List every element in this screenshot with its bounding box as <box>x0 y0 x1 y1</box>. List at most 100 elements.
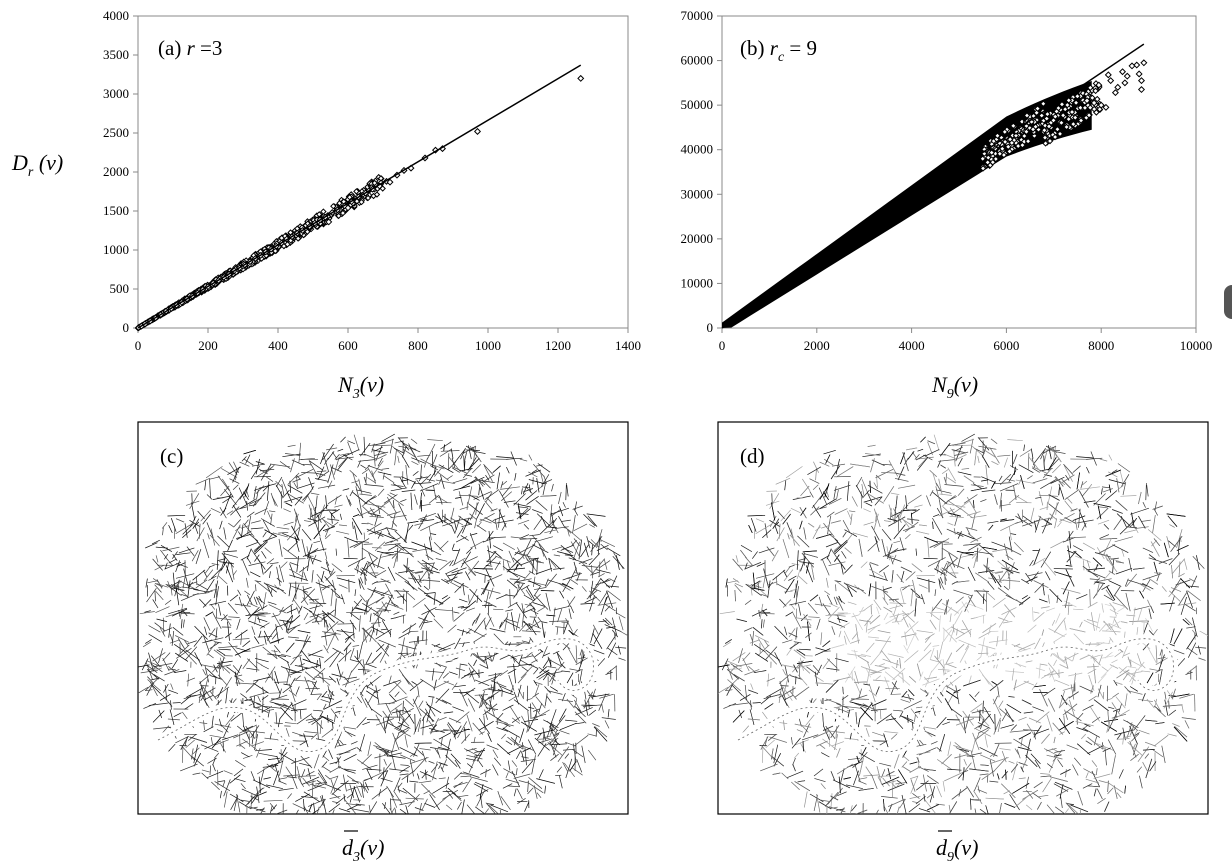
x-tick-label: 4000 <box>899 338 925 353</box>
data-point <box>316 211 323 218</box>
data-point <box>344 204 352 212</box>
panel-label-d: (d) <box>740 444 765 468</box>
y-tick-label: 10000 <box>681 275 714 290</box>
y-tick-label: 2500 <box>103 125 129 140</box>
data-point <box>1040 100 1047 108</box>
x-tick-label: 0 <box>719 338 726 353</box>
data-point <box>1093 95 1101 103</box>
data-point <box>1010 122 1017 130</box>
data-point <box>330 202 337 210</box>
map-panel-d: (d) d9(v) <box>717 421 1209 863</box>
data-point <box>1102 103 1110 111</box>
cropped-edge-mark <box>1224 285 1232 319</box>
street-network-c <box>138 433 628 814</box>
x-tick-label: 2000 <box>804 338 830 353</box>
data-point <box>1111 89 1119 97</box>
data-point <box>1051 113 1059 120</box>
data-point <box>304 228 311 235</box>
data-point <box>364 194 372 202</box>
data-point <box>996 150 1004 158</box>
y-tick-label: 4000 <box>103 8 129 23</box>
x-tick-label: 0 <box>135 338 142 353</box>
data-point <box>371 179 378 187</box>
data-point <box>1089 94 1096 102</box>
river <box>155 634 598 757</box>
data-point <box>1137 77 1145 85</box>
data-point <box>1090 99 1098 107</box>
y-tick-label: 60000 <box>681 53 714 68</box>
y-tick-label: 0 <box>707 320 714 335</box>
data-point <box>1064 101 1071 109</box>
y-tick-label: 0 <box>123 320 130 335</box>
data-point <box>577 74 585 82</box>
data-point <box>1104 71 1112 79</box>
data-point <box>1051 133 1059 141</box>
data-point <box>320 208 327 215</box>
data-point <box>999 145 1006 153</box>
x-tick-label: 600 <box>338 338 358 353</box>
data-point <box>1019 141 1026 149</box>
data-point <box>992 155 1000 163</box>
data-point <box>1085 111 1093 119</box>
data-point <box>1097 101 1105 109</box>
y-tick-label: 30000 <box>681 186 714 201</box>
data-point <box>1135 70 1143 78</box>
data-point <box>1046 137 1054 145</box>
street-network-d <box>718 433 1208 814</box>
data-point <box>1065 97 1073 104</box>
data-point <box>1029 126 1037 133</box>
x-tick-label: 200 <box>198 338 218 353</box>
river <box>735 634 1178 757</box>
x-tick-label: 1400 <box>615 338 641 353</box>
svg-text:N9(v): N9(v) <box>931 372 978 402</box>
data-point <box>1092 80 1100 87</box>
data-point <box>1119 68 1127 76</box>
x-tick-label: 1000 <box>475 338 501 353</box>
x-tick-label: 1200 <box>545 338 571 353</box>
data-point <box>1114 83 1122 91</box>
data-point <box>336 200 343 207</box>
data-point <box>1031 132 1038 140</box>
data-point <box>1018 136 1025 144</box>
fit-line-a <box>137 64 582 329</box>
data-point <box>1121 79 1129 87</box>
y-tick-label: 500 <box>110 281 130 296</box>
data-point <box>1071 114 1079 121</box>
data-point <box>346 194 353 201</box>
data-point <box>989 158 997 166</box>
data-point <box>1004 143 1012 151</box>
data-point <box>1008 139 1016 147</box>
scatter-panel-a: 0 500 1000 1500 2000 2500 3000 3500 4000 0 200 400… <box>11 8 641 402</box>
y-axis-label-a: Dr (v) <box>11 150 63 180</box>
data-point <box>1077 104 1084 112</box>
data-point <box>979 155 987 163</box>
data-point <box>1123 72 1131 80</box>
data-point <box>1072 99 1080 107</box>
data-point <box>1006 148 1013 155</box>
data-point <box>1086 104 1094 111</box>
data-point <box>1053 108 1060 115</box>
data-point <box>339 209 347 217</box>
x-tick-label: 8000 <box>1088 338 1114 353</box>
map-panel-c: (c) d3(v) <box>137 421 629 863</box>
y-tick-label: 50000 <box>681 97 714 112</box>
x-tick-label: 10000 <box>1180 338 1213 353</box>
scatter-panel-b: 0 10000 20000 30000 40000 50000 60000 70000 0 20… <box>681 8 1213 402</box>
data-point <box>1107 77 1115 85</box>
x-axis-label-a: N3(v) <box>337 372 384 402</box>
x-tick-label: 6000 <box>993 338 1019 353</box>
panel-label-b: (b) rc = 9 <box>740 36 817 65</box>
data-point <box>1092 87 1099 95</box>
data-point <box>1137 86 1145 94</box>
data-point <box>1023 128 1030 136</box>
y-tick-label: 1000 <box>103 242 129 257</box>
data-point <box>1083 97 1091 105</box>
x-axis-label-b: N9(v) <box>931 372 978 402</box>
data-point <box>1041 134 1049 141</box>
panel-label-a: (a) r =3 <box>158 36 222 60</box>
svg-text:d3(v): d3(v) <box>342 835 384 863</box>
data-point <box>284 241 291 248</box>
y-tick-label: 1500 <box>103 203 129 218</box>
data-point <box>979 165 987 172</box>
data-point <box>1056 130 1064 138</box>
